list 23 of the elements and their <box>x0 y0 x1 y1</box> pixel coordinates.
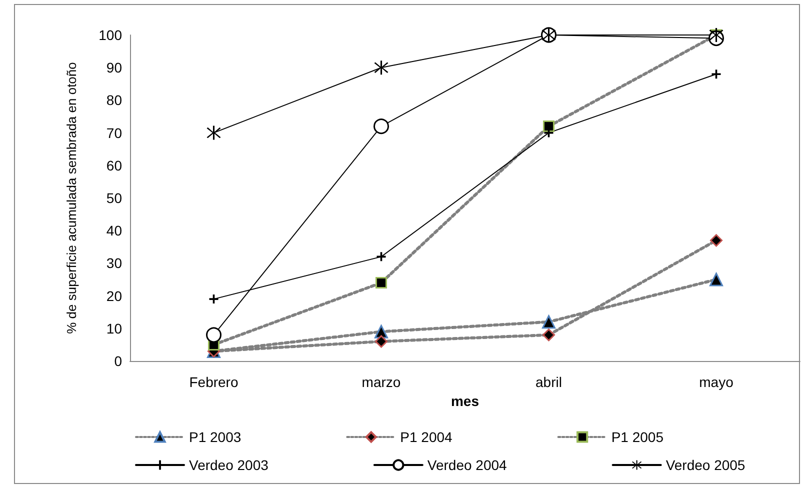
y-tick-label: 60 <box>106 157 122 174</box>
y-tick-label: 10 <box>106 320 122 336</box>
legend-label: P1 2004 <box>400 429 453 445</box>
y-tick-label: 70 <box>106 124 122 141</box>
x-tick-label: mayo <box>699 374 734 390</box>
legend-label: P1 2005 <box>611 429 664 445</box>
y-tick-label: 40 <box>106 222 122 239</box>
x-axis-title: mes <box>450 392 480 409</box>
y-tick-label: 30 <box>106 255 122 272</box>
y-tick-label: 100 <box>98 27 122 43</box>
x-tick-label: Febrero <box>189 374 238 390</box>
y-axis-title: % de superficie acumulada sembrada en otoño <box>64 62 79 334</box>
x-tick-label: marzo <box>362 374 401 390</box>
legend-label: P1 2003 <box>189 429 242 445</box>
y-tick-label: 50 <box>106 190 122 206</box>
y-tick-label: 90 <box>106 60 122 76</box>
x-tick-label: abril <box>536 374 562 390</box>
legend-label: Verdeo 2004 <box>427 457 508 473</box>
y-tick-label: 0 <box>114 353 122 369</box>
y-tick-label: 20 <box>106 288 122 304</box>
legend-label: Verdeo 2003 <box>189 457 269 473</box>
y-tick-label: 80 <box>106 92 122 108</box>
legend-label: Verdeo 2005 <box>666 457 746 473</box>
